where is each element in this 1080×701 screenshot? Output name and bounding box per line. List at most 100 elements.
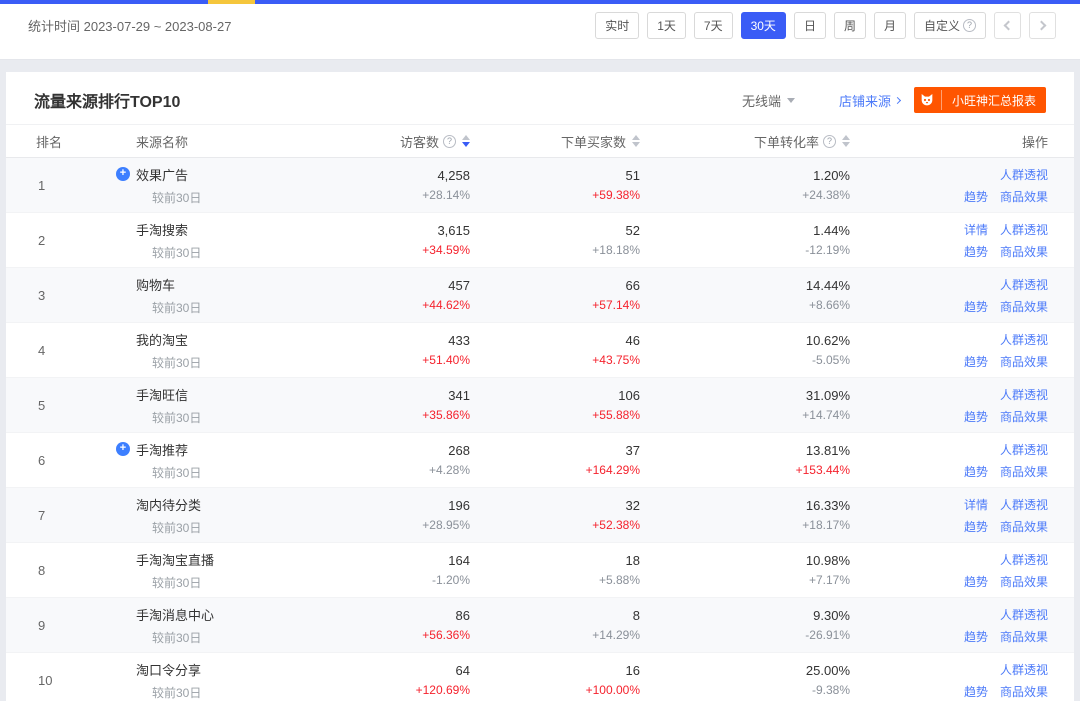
range-button-7天[interactable]: 7天 [693,12,733,39]
detail-link[interactable]: 详情 [963,222,988,237]
range-button-label: 7天 [703,19,723,33]
range-button-1天[interactable]: 1天 [647,12,686,39]
rank-cell: 10 [6,673,100,688]
range-button-自定义[interactable]: 自定义? [913,12,986,39]
trend-link[interactable]: 趋势 [963,629,988,644]
visitors-cell-change: +28.95% [422,518,470,532]
trend-link[interactable]: 趋势 [963,464,988,479]
source-badge-icon[interactable]: + [116,442,130,456]
source-name-line: 购物车 [116,275,330,294]
range-button-实时[interactable]: 实时 [595,12,640,39]
sort-control-buyers[interactable] [632,135,640,147]
trend-link[interactable]: 趋势 [963,244,988,259]
compare-period-label: 较前30日 [152,520,202,535]
audience-insight-link[interactable]: 人群透视 [999,607,1048,622]
buyers-cell-change: +59.38% [592,188,640,202]
conversion-cell-value: 10.62% [805,333,850,348]
audience-insight-link[interactable]: 人群透视 [999,167,1048,182]
terminal-filter-dropdown[interactable]: 无线端 [742,91,795,110]
trend-link[interactable]: 趋势 [963,409,988,424]
audience-insight-link[interactable]: 人群透视 [999,332,1048,347]
source-name-cell: 淘口令分享 较前30日 [100,660,330,701]
source-name-line: + 效果广告 [116,165,330,184]
compare-period-label: 较前30日 [152,630,202,645]
actions-line-1: 人群透视 [1000,661,1048,678]
conversion-cell-change: -5.05% [811,353,850,367]
range-button-月[interactable]: 月 [873,12,906,39]
top-progress-strip [0,0,1080,4]
audience-insight-link[interactable]: 人群透视 [999,552,1048,567]
product-effect-link[interactable]: 商品效果 [999,464,1048,479]
range-button-label: 1天 [657,19,676,33]
audience-insight-link[interactable]: 人群透视 [999,497,1048,512]
visitors-cell: 3,615 +34.59% [330,223,470,257]
buyers-cell: 51 +59.38% [470,168,640,202]
visitors-cell-change: +56.36% [422,628,470,642]
buyers-cell: 37 +164.29% [470,443,640,477]
trend-link[interactable]: 趋势 [963,189,988,204]
visitors-cell: 433 +51.40% [330,333,470,367]
product-effect-link[interactable]: 商品效果 [999,519,1048,534]
help-icon[interactable]: ? [823,134,836,148]
actions-cell: 人群透视 趋势 商品效果 [850,166,1074,205]
traffic-source-panel: 流量来源排行TOP10 无线端 店铺来源 [6,72,1074,701]
wangshen-cat-icon-button[interactable] [914,87,941,113]
sort-control-visitors[interactable] [462,135,470,147]
source-name-line: 手淘旺信 [116,385,330,404]
product-effect-link[interactable]: 商品效果 [999,354,1048,369]
compare-period-label: 较前30日 [152,190,202,205]
source-badge-icon[interactable]: + [116,167,130,181]
range-button-30天[interactable]: 30天 [740,12,786,39]
actions-line-1: 人群透视 [1000,276,1048,293]
buyers-cell-change: +57.14% [592,298,640,312]
actions-line-2: 趋势 商品效果 [964,298,1048,315]
conversion-cell-change: +7.17% [808,573,850,587]
stat-time-label: 统计时间 2023-07-29 ~ 2023-08-27 [28,19,232,34]
buyers-cell-value: 52 [625,223,640,238]
buyers-cell-change: +43.75% [592,353,640,367]
actions-cell: 人群透视 趋势 商品效果 [850,276,1074,315]
actions-line-2: 趋势 商品效果 [964,188,1048,205]
prev-period-button[interactable] [994,12,1021,39]
product-effect-link[interactable]: 商品效果 [999,684,1048,699]
product-effect-link[interactable]: 商品效果 [999,409,1048,424]
shop-source-link[interactable]: 店铺来源 [839,91,902,110]
help-icon: ? [963,19,976,32]
visitors-cell-change: +28.14% [422,188,470,202]
source-name-line: 手淘淘宝直播 [116,550,330,569]
visitors-cell: 164 -1.20% [330,553,470,587]
audience-insight-link[interactable]: 人群透视 [999,222,1048,237]
trend-link[interactable]: 趋势 [963,574,988,589]
trend-link[interactable]: 趋势 [963,684,988,699]
conversion-cell-change: +18.17% [802,518,850,532]
conversion-cell: 25.00% -9.38% [640,663,850,697]
audience-insight-link[interactable]: 人群透视 [999,277,1048,292]
source-name-cell: + 效果广告较前30日 [100,165,330,206]
conversion-cell: 16.33% +18.17% [640,498,850,532]
help-icon[interactable]: ? [443,134,456,148]
trend-link[interactable]: 趋势 [963,519,988,534]
trend-link[interactable]: 趋势 [963,299,988,314]
trend-link[interactable]: 趋势 [963,354,988,369]
detail-link[interactable]: 详情 [963,497,988,512]
product-effect-link[interactable]: 商品效果 [999,189,1048,204]
conversion-cell: 10.62% -5.05% [640,333,850,367]
product-effect-link[interactable]: 商品效果 [999,574,1048,589]
product-effect-link[interactable]: 商品效果 [999,244,1048,259]
audience-insight-link[interactable]: 人群透视 [999,662,1048,677]
range-button-日[interactable]: 日 [793,12,826,39]
table-row: 10 淘口令分享 较前30日 64 +120.69% 16 +100.00% 25.00% -9… [6,653,1074,701]
buyers-cell-value: 46 [625,333,640,348]
visitors-cell-change: +44.62% [422,298,470,312]
audience-insight-link[interactable]: 人群透视 [999,442,1048,457]
audience-insight-link[interactable]: 人群透视 [999,387,1048,402]
range-button-周[interactable]: 周 [833,12,866,39]
sort-control-conversion[interactable] [842,135,850,147]
source-name: 手淘旺信 [136,387,189,403]
summary-report-button[interactable]: 小旺神汇总报表 [951,93,1036,108]
product-effect-link[interactable]: 商品效果 [999,299,1048,314]
product-effect-link[interactable]: 商品效果 [999,629,1048,644]
conversion-cell-change: -26.91% [805,628,850,642]
table-row: 8 手淘淘宝直播 较前30日 164 -1.20% 18 +5.88% 10.98% +7.17… [6,543,1074,598]
next-period-button[interactable] [1029,12,1056,39]
